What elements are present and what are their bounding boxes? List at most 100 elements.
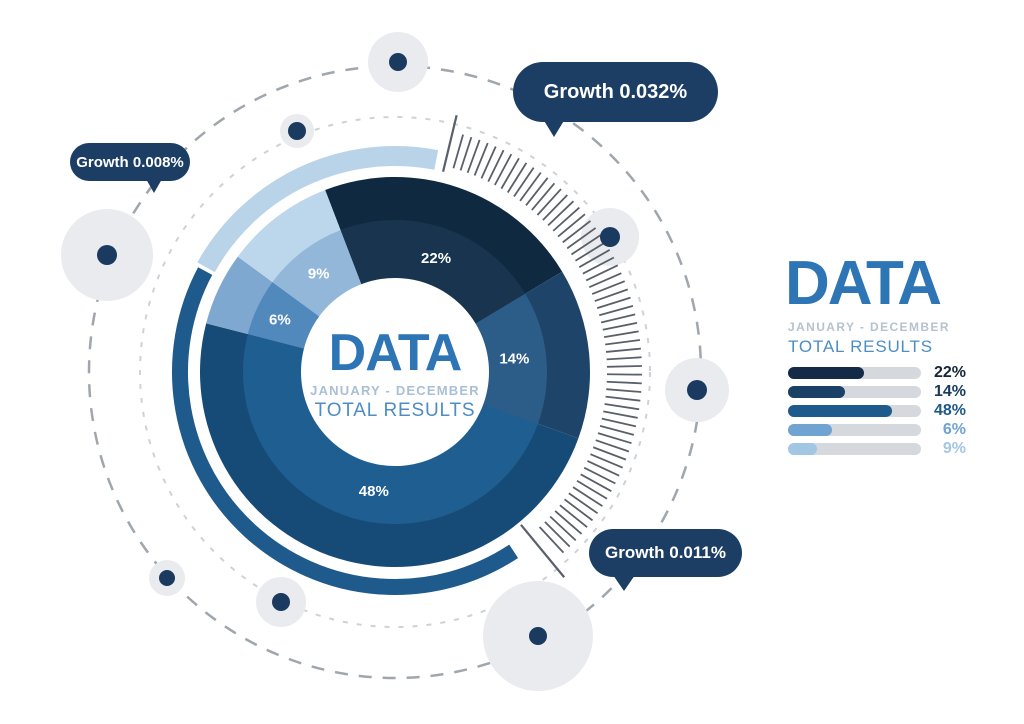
legend-bar-fill xyxy=(788,443,818,455)
tick-line xyxy=(538,526,565,554)
tick-line xyxy=(544,521,571,548)
tick-line xyxy=(506,162,528,193)
legend-bars: 22% 14% 48% 6% 9% xyxy=(788,364,966,457)
tick-line xyxy=(600,313,636,324)
legend-bar-fill xyxy=(788,367,864,379)
tick-line xyxy=(599,425,635,436)
tick-line xyxy=(500,157,520,190)
legend-title: DATA xyxy=(785,249,942,318)
segment-label: 6% xyxy=(269,312,291,329)
tick-line xyxy=(570,234,602,256)
tick-line xyxy=(542,194,568,221)
tick-line xyxy=(597,432,632,445)
tick-line xyxy=(591,280,626,295)
legend-subtitle: JANUARY - DECEMBER xyxy=(788,320,950,334)
tick-line xyxy=(466,139,481,174)
tick-line xyxy=(578,249,611,268)
tick-line xyxy=(487,149,505,182)
segment-label: 9% xyxy=(308,265,330,282)
tick-line xyxy=(590,453,624,469)
tick-line xyxy=(566,227,597,250)
tick-marks xyxy=(452,134,642,554)
tick-line xyxy=(513,167,535,198)
segment-label: 48% xyxy=(359,483,389,500)
tick-line xyxy=(605,347,641,353)
orbit-dot-icon xyxy=(272,593,290,611)
tick-line xyxy=(568,492,599,515)
legend-bar-row: 22% xyxy=(788,364,966,381)
callout-tail-icon xyxy=(613,575,635,591)
tick-line xyxy=(583,466,616,485)
legend-bar-track xyxy=(788,367,921,379)
tick-line xyxy=(552,206,580,232)
tick-line xyxy=(519,172,542,202)
tick-line xyxy=(603,410,638,419)
tick-line xyxy=(554,510,583,535)
legend-bar-fill xyxy=(788,424,832,436)
tick-line xyxy=(452,134,464,169)
progress-arc-light xyxy=(197,146,439,273)
tick-line xyxy=(606,356,642,361)
tick-line xyxy=(576,479,608,500)
legend-bar-row: 14% xyxy=(788,383,966,400)
tick-line xyxy=(582,256,615,275)
tick-line xyxy=(557,213,586,238)
orbit-dot-icon xyxy=(529,627,547,645)
growth-callout-label: Growth 0.011% xyxy=(605,543,726,562)
legend-bar-track xyxy=(788,424,921,436)
orbit-dot-icon xyxy=(159,570,175,586)
growth-callout-008: Growth 0.008% xyxy=(70,143,190,193)
tick-line xyxy=(585,264,619,282)
progress-arc-dark xyxy=(172,267,519,595)
segment-label: 14% xyxy=(499,350,529,367)
chart-hole xyxy=(301,278,489,466)
long-tick-line xyxy=(520,524,566,578)
legend-bar-value: 6% xyxy=(942,421,966,438)
tick-line xyxy=(563,498,594,522)
tick-line xyxy=(588,272,622,289)
tick-line xyxy=(580,473,612,492)
tick-line xyxy=(596,296,631,309)
legend-bar-row: 6% xyxy=(788,421,966,438)
legend-bar-value: 9% xyxy=(942,440,966,457)
legend-bar-row: 9% xyxy=(788,440,966,457)
growth-callout-032: Growth 0.032% xyxy=(513,62,718,137)
tick-line xyxy=(599,305,634,317)
tick-line xyxy=(562,220,591,244)
tick-line xyxy=(525,177,549,206)
orbit-dot-icon xyxy=(97,245,117,265)
tick-line xyxy=(606,388,642,393)
legend-caption: TOTAL RESULTS xyxy=(788,337,933,356)
tick-line xyxy=(603,330,639,339)
tick-line xyxy=(531,182,556,211)
tick-line xyxy=(595,439,630,453)
orbit-dot-icon xyxy=(288,122,306,140)
tick-line xyxy=(605,395,641,402)
tick-line xyxy=(594,288,629,302)
legend-bar-fill xyxy=(788,386,846,398)
tick-line xyxy=(601,417,637,428)
growth-callout-label: Growth 0.008% xyxy=(76,153,184,171)
legend-bar-track xyxy=(788,405,921,417)
long-tick-line xyxy=(442,115,458,172)
tick-line xyxy=(549,515,577,542)
growth-callout-label: Growth 0.032% xyxy=(543,80,688,103)
tick-line xyxy=(592,446,627,461)
legend-bar-row: 48% xyxy=(788,403,966,419)
tick-line xyxy=(606,365,642,368)
tick-line xyxy=(494,153,513,186)
legend-bar-fill xyxy=(788,405,892,417)
legend-bar-value: 22% xyxy=(933,364,966,381)
orbit-dot-icon xyxy=(600,227,620,247)
legend-bar-value: 14% xyxy=(933,383,966,400)
tick-line xyxy=(572,486,603,507)
legend-panel: DATA JANUARY - DECEMBER TOTAL RESULTS 22… xyxy=(785,249,966,462)
tick-line xyxy=(587,460,620,477)
tick-line xyxy=(605,339,641,346)
tick-line xyxy=(606,380,642,385)
orbit-dot-icon xyxy=(389,53,407,71)
tick-line xyxy=(559,504,588,528)
tick-line xyxy=(602,321,638,331)
